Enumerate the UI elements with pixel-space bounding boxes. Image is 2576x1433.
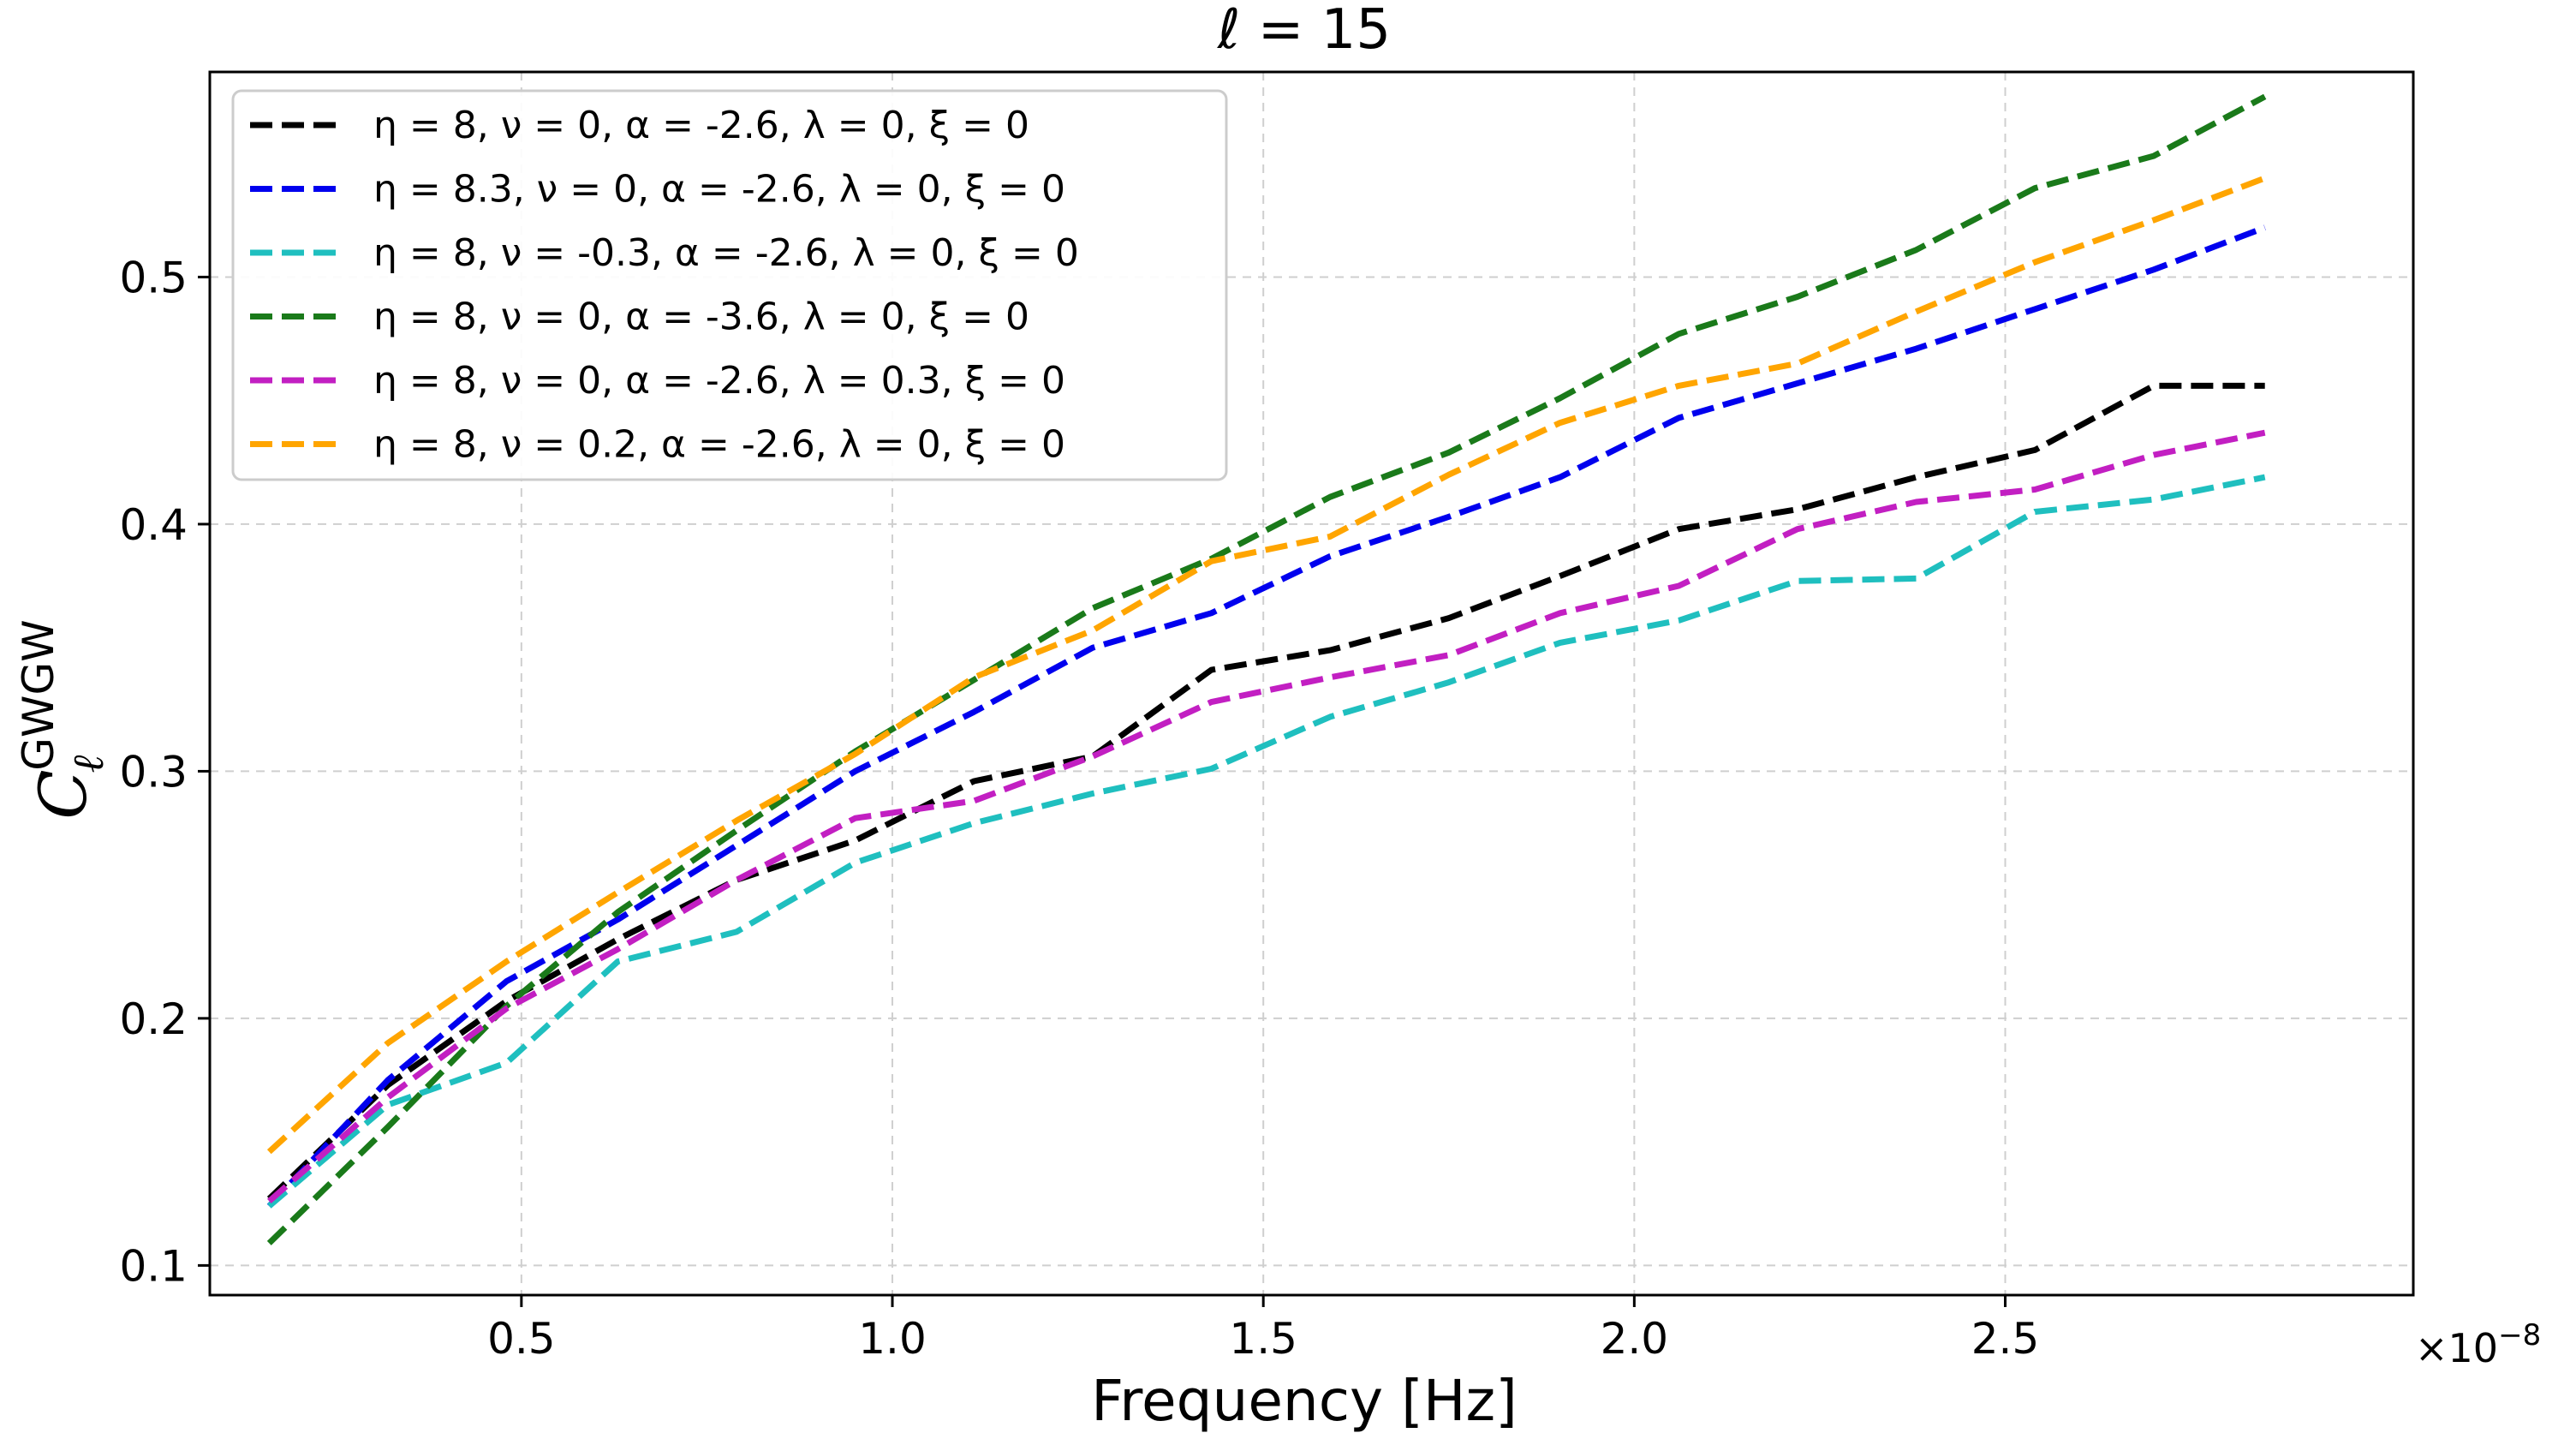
svg-text:×10−8: ×10−8 [2415,1318,2541,1371]
y-axis-label: CℓGWGW [14,619,113,819]
legend-label-6: η = 8, ν = 0.2, α = -2.6, λ = 0, ξ = 0 [373,423,1065,467]
legend-label-4: η = 8, ν = 0, α = -3.6, λ = 0, ξ = 0 [373,296,1029,339]
series-line-6 [266,175,2266,1155]
x-tick-label: 0.5 [487,1314,556,1364]
grid-lines [210,72,2413,1295]
svg-text:CℓGWGW: CℓGWGW [14,619,113,819]
series-line-5 [266,429,2266,1204]
legend: η = 8, ν = 0, α = -2.6, λ = 0, ξ = 0 η = … [231,89,1228,481]
x-offset-multiplier: ×10 [2415,1325,2498,1371]
y-label-subscript: ℓ [63,755,113,773]
y-label-symbol: C [25,770,101,820]
x-axis-offset-label: ×10−8 [2415,1318,2541,1371]
axis-ticks: 0.5 1.0 1.5 2.0 2.5 0.1 0.2 0.3 0.4 0.5 [119,253,2039,1364]
legend-label-3: η = 8, ν = -0.3, α = -2.6, λ = 0, ξ = 0 [373,231,1079,275]
y-tick-label: 0.5 [119,253,188,302]
plot-area-frame [208,70,2415,1297]
legend-label-2: η = 8.3, ν = 0, α = -2.6, λ = 0, ξ = 0 [373,168,1065,212]
series-line-1 [266,382,2265,1202]
legend-label-1: η = 8, ν = 0, α = -2.6, λ = 0, ξ = 0 [373,104,1029,147]
x-tick-label: 2.0 [1601,1314,1669,1364]
x-tick-label: 2.5 [1971,1314,2040,1364]
data-series [266,93,2267,1245]
y-tick-label: 0.1 [119,1241,188,1291]
x-tick-label: 1.0 [858,1314,927,1364]
series-line-3 [267,474,2266,1209]
x-offset-exponent: −8 [2498,1318,2541,1352]
y-tick-label: 0.3 [119,747,188,797]
chart-title: ℓ = 15 [1217,0,1391,62]
y-tick-label: 0.2 [119,994,188,1044]
legend-label-5: η = 8, ν = 0, α = -2.6, λ = 0.3, ξ = 0 [373,359,1065,403]
legend-box [231,89,1228,481]
x-tick-label: 1.5 [1229,1314,1297,1364]
y-label-superscript: GWGW [14,619,63,770]
x-axis-label: Frequency [Hz] [1091,1368,1518,1433]
y-tick-label: 0.4 [119,500,188,550]
series-line-4 [266,93,2267,1245]
